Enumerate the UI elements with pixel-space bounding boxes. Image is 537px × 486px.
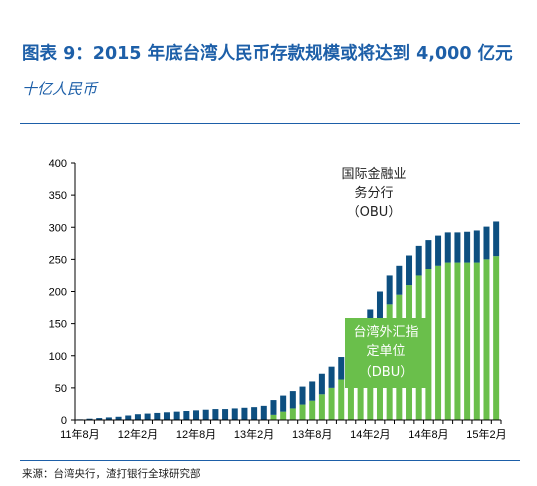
obu-bar (406, 255, 413, 286)
dbu-bar (347, 371, 354, 420)
x-tick-label: 13年8月 (292, 427, 332, 441)
obu-bar (328, 366, 335, 388)
y-tick-label: 150 (49, 319, 67, 331)
dbu-bar (435, 265, 442, 420)
obu-bar (376, 291, 383, 321)
source-note: 来源：台湾央行，渣打银行全球研究部 (22, 468, 201, 480)
dbu-bar (289, 408, 296, 420)
dbu-bar (473, 262, 480, 420)
obu-bar (299, 386, 306, 405)
obu-bar (202, 409, 209, 420)
dbu-bar (299, 404, 306, 420)
dbu-annotation-line-2: 定单位 (366, 344, 405, 359)
dbu-bar (483, 259, 490, 420)
obu-bar (144, 413, 151, 420)
obu-bar (444, 232, 451, 263)
x-tick-label: 12年8月 (176, 427, 216, 441)
obu-bar (309, 381, 316, 401)
dbu-bar (309, 400, 316, 420)
x-tick-label: 13年2月 (234, 427, 274, 441)
obu-bar (173, 411, 180, 420)
y-tick-label: 50 (55, 383, 67, 395)
obu-bar (96, 418, 103, 420)
obu-bar (183, 411, 190, 420)
obu-bar (425, 240, 432, 270)
obu-bar (125, 415, 132, 420)
y-tick-label: 0 (61, 415, 67, 427)
dbu-bar (444, 262, 451, 420)
dbu-annotation-line-1: 台湾外汇指 (353, 324, 418, 340)
obu-bar (241, 407, 248, 420)
chart-title: 图表 9：2015 年底台湾人民币存款规模或将达到 4,000 亿元 (22, 44, 513, 64)
obu-bar (435, 235, 442, 266)
obu-bar (415, 245, 422, 276)
obu-bar (473, 230, 480, 263)
dbu-bar (425, 269, 432, 420)
obu-bar (260, 405, 267, 420)
obu-bar (251, 407, 258, 420)
obu-bar (231, 408, 238, 420)
x-tick-label: 14年8月 (408, 427, 448, 441)
obu-bar (115, 416, 122, 420)
obu-bar (464, 231, 471, 263)
obu-bar (163, 412, 170, 420)
unit-label: 十亿人民币 (22, 80, 98, 98)
obu-bar (154, 412, 161, 420)
obu-bar (193, 410, 200, 420)
dbu-bar (328, 387, 335, 420)
x-tick-label: 11年8月 (60, 427, 100, 441)
y-tick-label: 250 (49, 254, 67, 266)
y-tick-label: 350 (49, 190, 67, 202)
dbu-label-box (345, 318, 428, 388)
obu-bar (222, 409, 229, 420)
plot-area: 0 50 100 150 200 250 300 350 400 11年8月 12年2月 12年8月 1… (49, 158, 507, 441)
obu-bar (105, 417, 112, 420)
obu-bar (318, 373, 325, 395)
x-tick-label: 14年2月 (350, 427, 390, 441)
obu-bar (212, 409, 219, 420)
y-tick-label: 200 (49, 287, 67, 299)
obu-annotation-line-3: （OBU） (347, 205, 402, 220)
y-tick-label: 300 (49, 222, 67, 234)
dbu-bar (318, 394, 325, 420)
obu-bar (134, 414, 141, 420)
obu-bar (454, 232, 461, 263)
obu-bar (86, 418, 93, 420)
dbu-bar (454, 262, 461, 420)
bottom-rule (20, 460, 520, 461)
obu-annotation-line-2: 务分行 (354, 185, 393, 201)
obu-bar (396, 265, 403, 295)
y-tick-label: 100 (49, 351, 67, 363)
obu-annotation-line-1: 国际金融业 (341, 166, 406, 182)
obu-bar (493, 221, 500, 257)
x-tick-label: 15年2月 (466, 427, 506, 441)
dbu-bar (338, 379, 345, 420)
y-tick-label: 400 (49, 158, 67, 170)
obu-bar (338, 357, 345, 380)
dbu-bar (464, 262, 471, 420)
obu-bar (289, 391, 296, 409)
obu-bar (270, 400, 277, 415)
obu-bar (483, 226, 490, 260)
obu-bar (280, 395, 287, 412)
obu-bar (386, 275, 393, 305)
dbu-bar (270, 414, 277, 420)
dbu-annotation-line-3: （DBU） (359, 365, 413, 380)
dbu-bar (493, 256, 500, 420)
top-rule (20, 123, 520, 124)
x-tick-label: 12年2月 (118, 427, 158, 441)
dbu-bar (280, 411, 287, 420)
